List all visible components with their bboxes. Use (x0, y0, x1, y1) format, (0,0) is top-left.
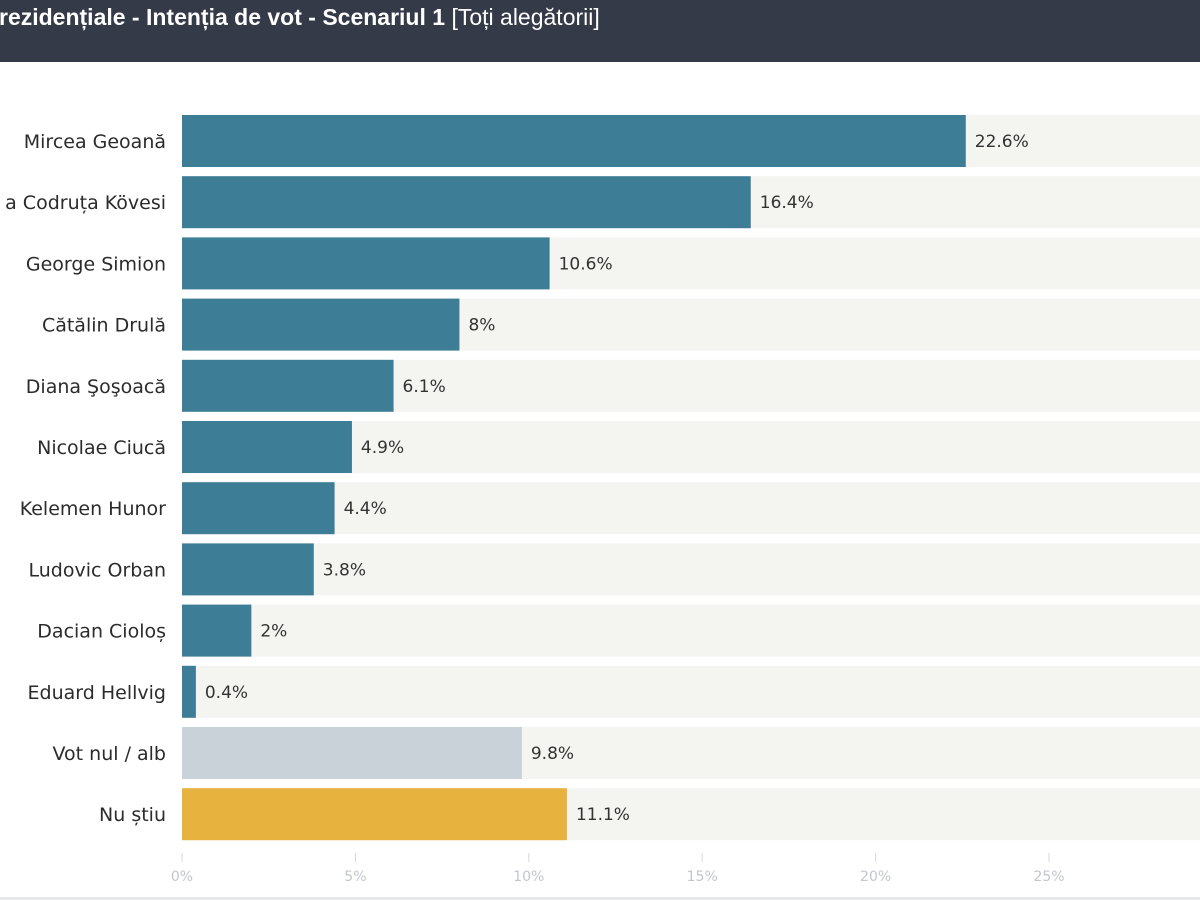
data-label: 22.6% (975, 132, 1029, 152)
category-label: Vot nul / alb (53, 743, 166, 765)
bar (182, 298, 460, 351)
data-label: 10.6% (559, 254, 613, 274)
bar (182, 482, 335, 535)
header-bar: rezidențiale - Intenția de vot - Scenari… (0, 0, 1200, 62)
category-label: Nicolae Ciucă (37, 437, 166, 459)
data-label: 2% (260, 622, 287, 642)
data-label: 16.4% (760, 193, 814, 213)
category-label: Cătălin Drulă (42, 315, 166, 337)
bar-track (182, 482, 1200, 535)
category-label: Kelemen Hunor (20, 498, 166, 520)
data-label: 4.4% (344, 499, 387, 519)
bar (182, 543, 314, 596)
data-label: 3.8% (323, 560, 366, 580)
category-label: Eduard Hellvig (28, 682, 166, 704)
x-tick-label: 0% (171, 869, 193, 885)
x-tick-label: 15% (687, 869, 718, 885)
bar (182, 176, 751, 229)
bar (182, 421, 352, 473)
bar-track (182, 665, 1200, 718)
data-label: 0.4% (205, 683, 248, 703)
title-subtitle: [Toți alegătorii] (451, 4, 600, 30)
bar (182, 788, 567, 841)
bar (182, 237, 550, 290)
category-label: Ludovic Orban (29, 559, 167, 581)
category-label: George Simion (26, 253, 166, 275)
bar (182, 359, 394, 412)
bar-chart: Mircea Geoană 22.6% a Codruța Kövesi 16.4% G… (5, 115, 1200, 885)
category-label: a Codruța Kövesi (5, 192, 166, 214)
bar (182, 665, 196, 718)
category-label: Diana Şoşoacă (26, 376, 166, 398)
bar (182, 727, 522, 779)
x-tick-label: 25% (1033, 869, 1064, 885)
bar (182, 115, 966, 167)
bottom-divider (0, 897, 1200, 900)
category-label: Dacian Cioloș (37, 621, 166, 643)
data-label: 4.9% (361, 438, 404, 458)
x-tick-label: 20% (860, 869, 891, 885)
bar (182, 604, 252, 657)
data-label: 6.1% (403, 377, 446, 397)
bar-track (182, 543, 1200, 596)
x-tick-label: 10% (513, 869, 544, 885)
title-main: rezidențiale - Intenția de vot - Scenari… (0, 4, 446, 30)
chart-title: rezidențiale - Intenția de vot - Scenari… (0, 0, 600, 34)
category-label: Nu știu (99, 804, 166, 826)
data-label: 8% (468, 316, 495, 336)
data-label: 9.8% (531, 744, 574, 764)
bar-track (182, 604, 1200, 657)
category-label: Mircea Geoană (24, 131, 166, 153)
x-tick-label: 5% (344, 869, 366, 885)
data-label: 11.1% (576, 805, 630, 825)
